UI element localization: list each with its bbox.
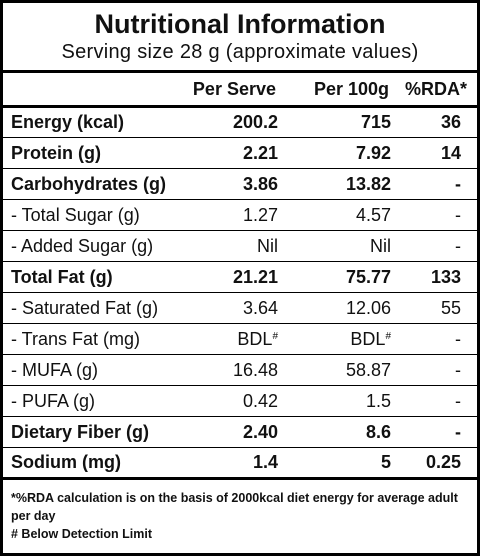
table-row: Dietary Fiber (g) 2.40 8.6 - — [3, 417, 477, 448]
table-row: - PUFA (g) 0.42 1.5 - — [3, 386, 477, 417]
cell-text: BDL — [237, 328, 273, 349]
row-label: Carbohydrates (g) — [11, 173, 167, 194]
table-row: - MUFA (g) 16.48 58.87 - — [3, 355, 477, 386]
cell: Nil — [370, 235, 391, 256]
cell: - — [455, 359, 461, 380]
column-header: Per Serve — [192, 78, 276, 99]
cell: - — [455, 235, 461, 256]
nutrition-table: Per Serve Per 100g %RDA* Energy (kcal) 200.… — [3, 70, 477, 480]
footnote: # Below Detection Limit — [11, 527, 152, 541]
table-row: Protein (g) 2.21 7.92 14 — [3, 138, 477, 169]
cell: 0.25 — [425, 452, 461, 472]
header-row: Per Serve Per 100g %RDA* — [3, 71, 477, 107]
cell: 16.48 — [232, 359, 278, 380]
cell: 7.92 — [355, 142, 391, 163]
row-label: - MUFA (g) — [11, 359, 99, 380]
row-label: - Total Sugar (g) — [11, 204, 140, 225]
cell: 3.64 — [242, 297, 278, 318]
cell: BDL# — [286, 324, 399, 355]
subtitle: Serving size 28 g (approximate values) — [61, 41, 419, 63]
header-spacer — [3, 72, 181, 107]
cell: - — [455, 421, 461, 442]
column-header: Per 100g — [313, 78, 389, 99]
cell: 4.57 — [355, 204, 391, 225]
table-row: - Trans Fat (mg) BDL# BDL# - — [3, 324, 477, 355]
cell: 12.06 — [345, 297, 391, 318]
title: Nutritional Information — [94, 9, 386, 39]
table-row: Carbohydrates (g) 3.86 13.82 - — [3, 169, 477, 200]
cell: 1.27 — [242, 204, 278, 225]
cell: - — [455, 173, 461, 194]
table-row: Sodium (mg) 1.4 5 0.25 — [3, 448, 477, 479]
cell: 58.87 — [345, 359, 391, 380]
table-row: Energy (kcal) 200.2 715 36 — [3, 107, 477, 138]
row-label: Dietary Fiber (g) — [11, 421, 150, 442]
table-row: - Total Sugar (g) 1.27 4.57 - — [3, 200, 477, 231]
footnotes: *%RDA calculation is on the basis of 200… — [11, 489, 469, 543]
cell: 13.82 — [345, 173, 391, 194]
cell: 1.4 — [252, 452, 278, 472]
row-label: - Added Sugar (g) — [11, 235, 154, 256]
table-row: Total Fat (g) 21.21 75.77 133 — [3, 262, 477, 293]
cell: 0.42 — [242, 390, 278, 411]
row-label: Protein (g) — [11, 142, 101, 163]
cell: 55 — [440, 297, 461, 318]
cell: 21.21 — [232, 266, 278, 287]
table-body: Energy (kcal) 200.2 715 36 Protein (g) 2.21 7.… — [3, 107, 477, 479]
cell: - — [455, 390, 461, 411]
cell: Nil — [257, 235, 278, 256]
cell: 715 — [360, 112, 391, 132]
row-label: - Trans Fat (mg) — [11, 328, 141, 349]
row-label: - PUFA (g) — [11, 390, 96, 411]
cell: - — [455, 204, 461, 225]
cell: BDL# — [181, 324, 286, 355]
row-label: Total Fat (g) — [11, 266, 113, 287]
cell: 8.6 — [365, 421, 391, 442]
cell: 5 — [380, 452, 391, 472]
cell: 200.2 — [232, 112, 278, 132]
row-label: - Saturated Fat (g) — [11, 297, 159, 318]
row-label: Sodium (mg) — [11, 452, 121, 472]
cell: 2.40 — [242, 421, 278, 442]
row-label: Energy (kcal) — [11, 112, 125, 132]
cell: 1.5 — [365, 390, 391, 411]
cell-mark: # — [385, 330, 391, 342]
cell-text: BDL — [350, 328, 386, 349]
column-header: %RDA* — [404, 78, 467, 99]
cell: 2.21 — [242, 142, 278, 163]
footnote: *%RDA calculation is on the basis of 200… — [11, 491, 458, 523]
cell-mark: # — [272, 330, 278, 342]
cell: 3.86 — [242, 173, 278, 194]
cell: 14 — [440, 142, 461, 163]
table-row: - Added Sugar (g) Nil Nil - — [3, 231, 477, 262]
cell: - — [455, 328, 461, 349]
cell: 133 — [430, 266, 461, 287]
table-row: - Saturated Fat (g) 3.64 12.06 55 — [3, 293, 477, 324]
cell: 36 — [440, 112, 461, 132]
cell: 75.77 — [345, 266, 391, 287]
